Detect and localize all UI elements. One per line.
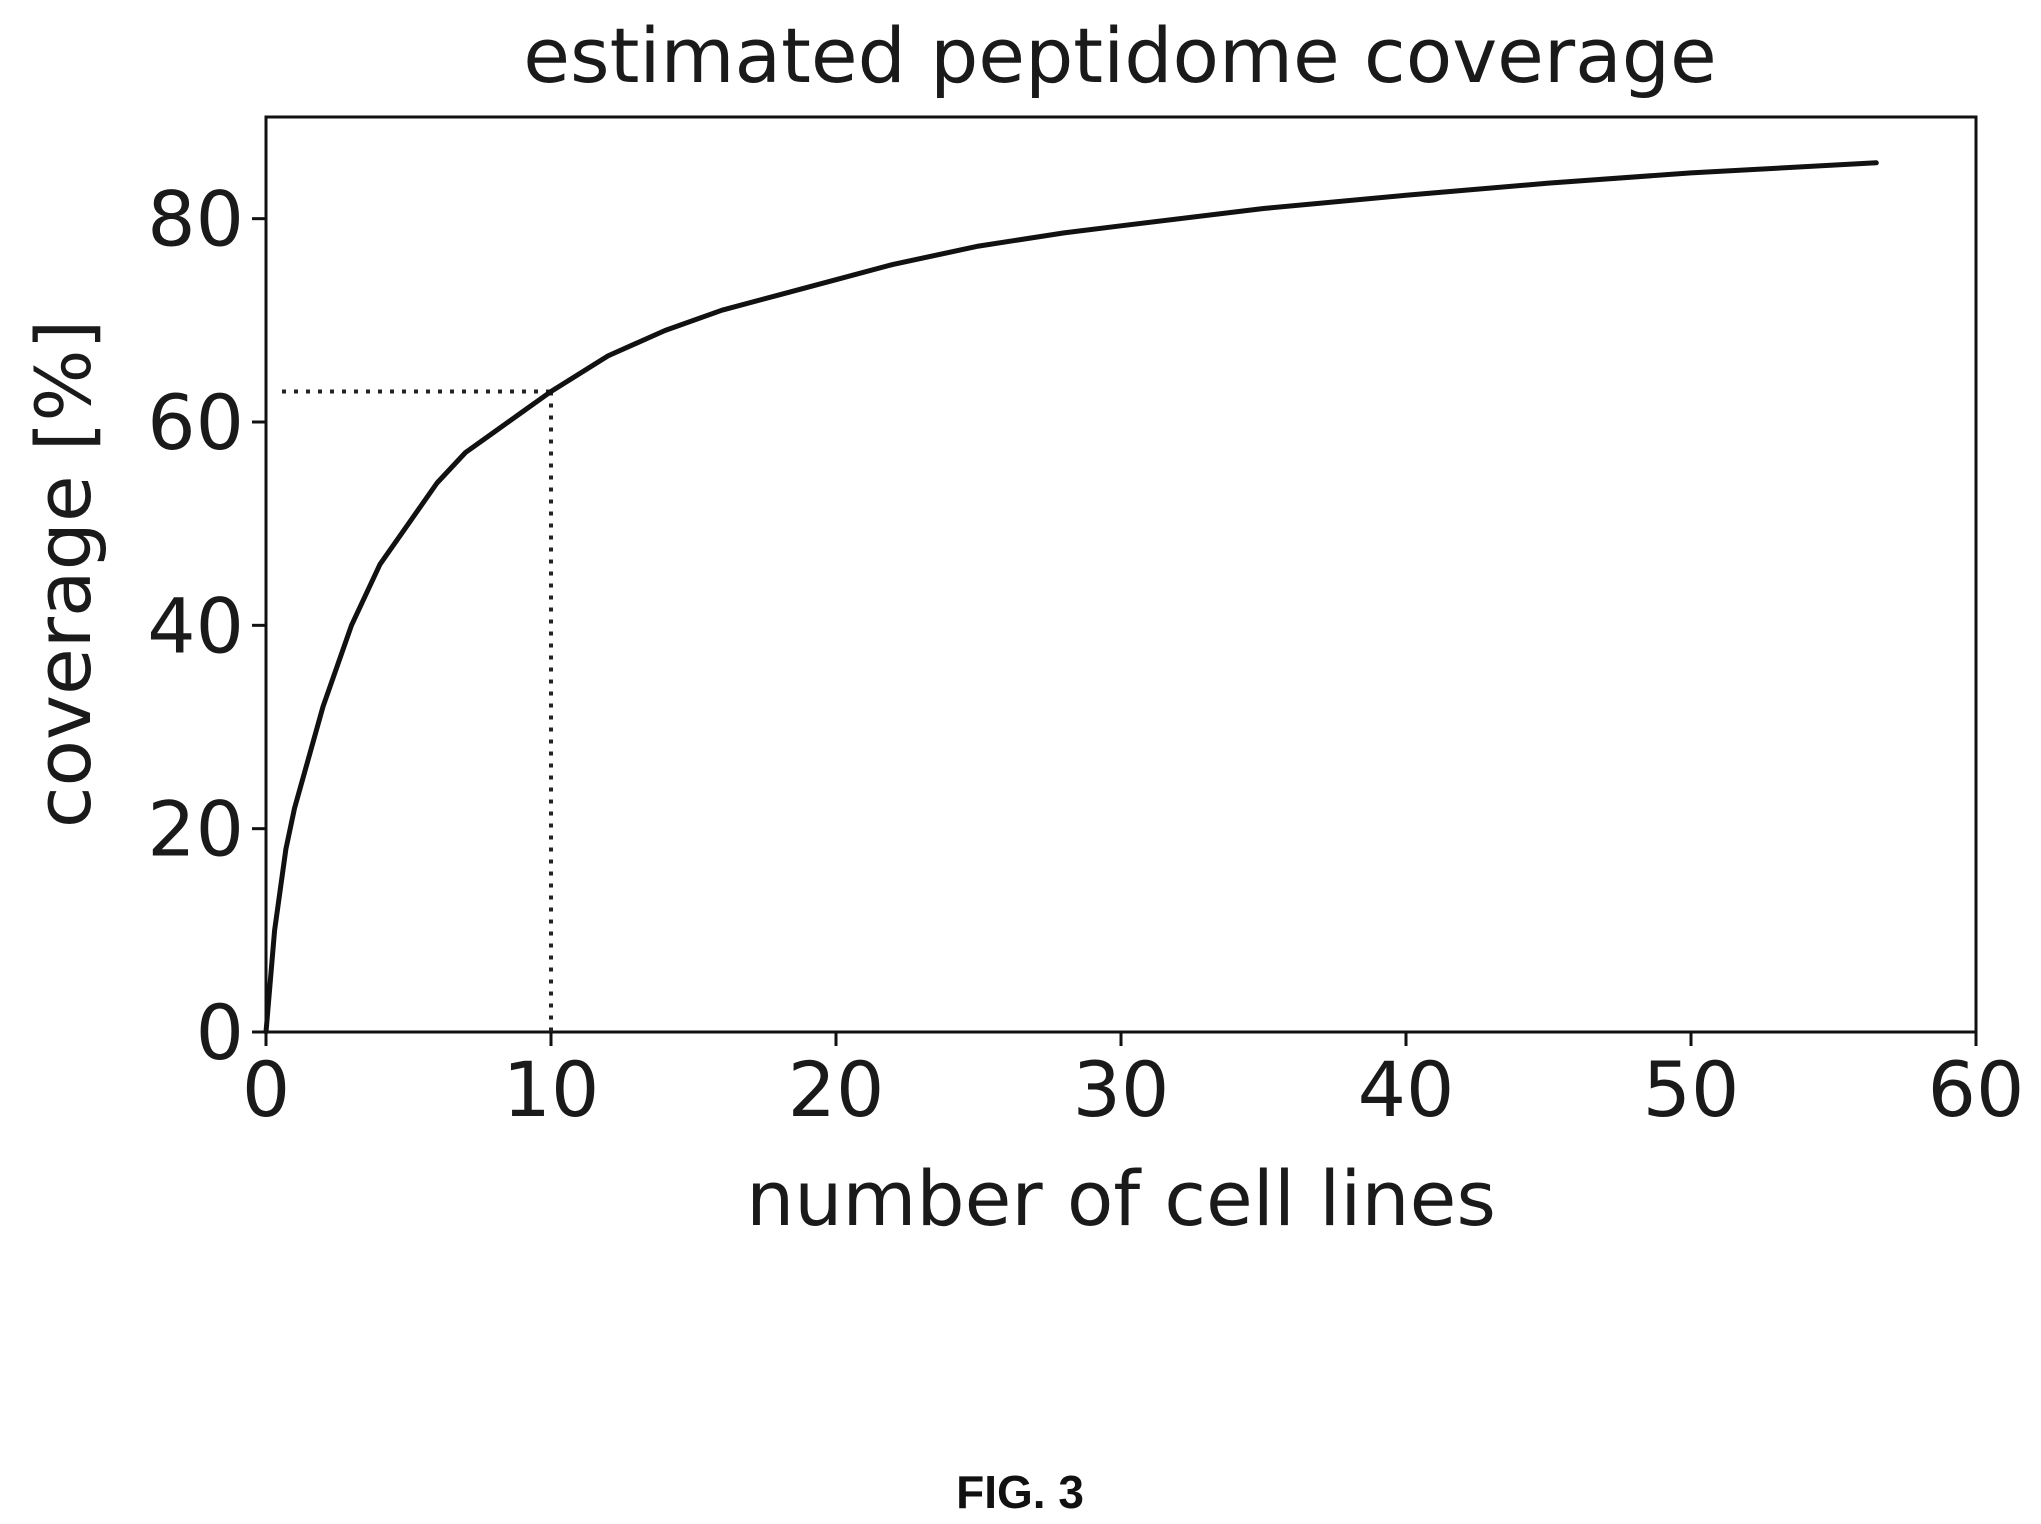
- y-tick-label-0: 0: [196, 988, 244, 1077]
- x-axis-label: number of cell lines: [746, 1154, 1496, 1243]
- series-line-0: [263, 160, 1879, 1035]
- x-tick-label-40: 40: [1358, 1045, 1455, 1134]
- x-tick-label-0: 0: [242, 1045, 290, 1134]
- y-tick-label-80: 80: [147, 175, 244, 264]
- chart-title: estimated peptidome coverage: [523, 11, 1717, 100]
- x-tick-label-30: 30: [1073, 1045, 1170, 1134]
- plot-area: 0 20 40 60 80 0 10 20 30 40 50 60: [147, 115, 2025, 1134]
- figure-caption: FIG. 3: [956, 1466, 1084, 1518]
- y-axis-label: coverage [%]: [19, 320, 108, 829]
- x-axis: 0 10 20 30 40 50 60: [242, 1032, 2025, 1134]
- x-tick-label-10: 10: [503, 1045, 600, 1134]
- x-tick-label-20: 20: [788, 1045, 885, 1134]
- series-layer: [263, 160, 1879, 1035]
- reference-lines: [282, 389, 553, 1032]
- y-axis: 0 20 40 60 80: [147, 175, 266, 1077]
- y-tick-label-40: 40: [147, 581, 244, 670]
- y-tick-label-60: 60: [147, 378, 244, 467]
- y-tick-label-20: 20: [147, 785, 244, 874]
- x-tick-label-60: 60: [1928, 1045, 2025, 1134]
- plot-frame: [264, 115, 1978, 1034]
- x-tick-label-50: 50: [1643, 1045, 1740, 1134]
